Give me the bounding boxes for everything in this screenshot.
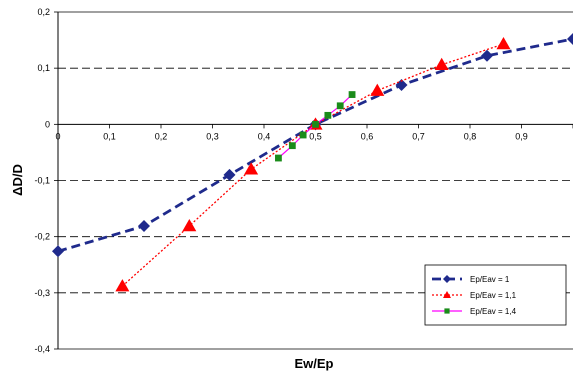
legend-label: Ep/Eav = 1	[470, 275, 510, 284]
x-axis-title: Ew/Ep	[294, 356, 333, 371]
data-point	[434, 57, 449, 71]
data-point	[496, 37, 511, 50]
grid-lines	[58, 67, 573, 294]
data-point	[52, 245, 64, 258]
y-axis-title: ΔD/D	[10, 164, 25, 196]
data-point	[480, 49, 493, 62]
data-point	[299, 131, 307, 139]
y-tick-label: -0,2	[34, 232, 50, 242]
data-point	[138, 219, 151, 232]
y-tick-labels: 0,2 0,1 0 -0,1 -0,2 -0,3 -0,4	[34, 7, 50, 354]
data-point	[336, 102, 344, 110]
legend: Ep/Eav = 1 Ep/Eav = 1,1 Ep/Eav = 1,4	[424, 264, 567, 326]
data-point	[324, 111, 332, 119]
x-tick-label: 0,5	[309, 131, 322, 141]
series-3	[275, 91, 356, 162]
legend-label: Ep/Eav = 1,1	[470, 291, 517, 300]
data-point	[182, 218, 197, 232]
y-tick-label: -0,1	[34, 176, 50, 186]
x-tick-labels: 0 0,1 0,2 0,3 0,4 0,5 0,6 0,7 0,8 0,9	[55, 131, 527, 141]
x-tick-label: 0,1	[103, 131, 116, 141]
legend-label: Ep/Eav = 1,4	[470, 307, 517, 316]
x-tick-label: 0,6	[361, 131, 374, 141]
x-tick-label: 0,7	[412, 131, 425, 141]
y-tick-label: 0,1	[37, 63, 50, 73]
data-point	[223, 168, 236, 181]
data-point	[244, 162, 259, 175]
x-tick-label: 0,2	[155, 131, 168, 141]
legend-marker	[444, 308, 450, 314]
data-point	[115, 279, 130, 292]
legend-marker	[443, 275, 451, 283]
legend-marker	[443, 291, 451, 298]
data-point	[275, 154, 282, 162]
x-tick-label: 0,9	[515, 131, 528, 141]
series-group	[52, 32, 573, 292]
x-tick-label: 0,3	[206, 131, 219, 141]
y-tick-label: 0,2	[37, 7, 50, 17]
data-point	[288, 142, 296, 150]
data-point	[567, 32, 573, 45]
data-point	[348, 91, 356, 98]
y-tick-label: -0,4	[34, 344, 50, 354]
y-tick-label: -0,3	[34, 288, 50, 298]
x-tick-label: 0,8	[464, 131, 477, 141]
x-tick-label: 0	[55, 131, 60, 141]
data-point	[312, 120, 319, 128]
data-point	[370, 83, 385, 96]
y-tick-label: 0	[45, 119, 50, 129]
x-tick-label: 0,4	[258, 131, 271, 141]
